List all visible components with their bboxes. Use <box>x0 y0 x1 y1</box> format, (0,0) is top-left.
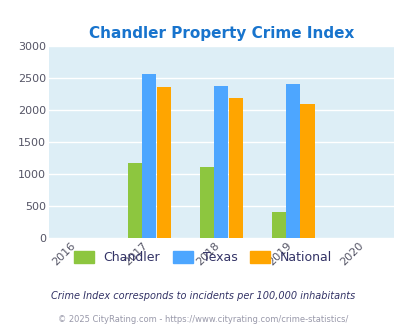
Bar <box>300 104 314 238</box>
Bar <box>199 167 213 238</box>
Bar <box>228 98 242 238</box>
Text: © 2025 CityRating.com - https://www.cityrating.com/crime-statistics/: © 2025 CityRating.com - https://www.city… <box>58 315 347 324</box>
Text: Crime Index corresponds to incidents per 100,000 inhabitants: Crime Index corresponds to incidents per… <box>51 291 354 301</box>
Bar <box>156 87 171 238</box>
Bar <box>286 84 299 238</box>
Bar <box>142 74 156 238</box>
Legend: Chandler, Texas, National: Chandler, Texas, National <box>68 246 337 269</box>
Title: Chandler Property Crime Index: Chandler Property Crime Index <box>88 26 353 41</box>
Bar <box>271 212 285 238</box>
Bar <box>128 163 142 238</box>
Bar <box>214 86 228 238</box>
